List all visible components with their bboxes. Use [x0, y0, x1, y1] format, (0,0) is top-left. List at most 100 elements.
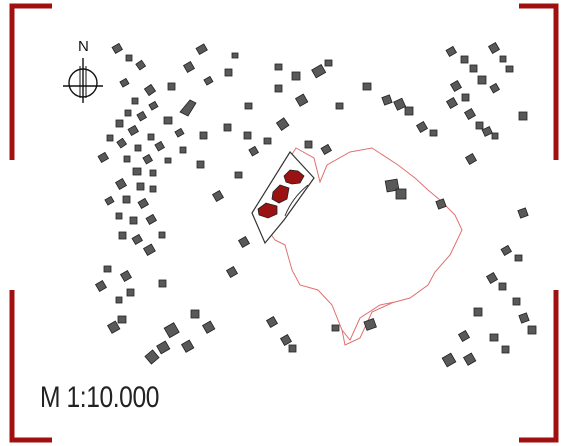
building — [106, 134, 114, 142]
building — [498, 282, 507, 291]
building — [463, 107, 477, 121]
building — [125, 54, 133, 62]
building — [195, 43, 208, 56]
building — [279, 333, 293, 347]
building — [481, 126, 493, 137]
building — [129, 216, 138, 225]
building — [393, 97, 407, 111]
building — [115, 296, 123, 304]
building — [180, 339, 195, 353]
building — [381, 94, 393, 106]
building — [263, 137, 272, 145]
building — [114, 177, 128, 191]
building — [211, 189, 225, 203]
building — [124, 109, 132, 117]
building — [164, 157, 172, 164]
project-plot-inner-curve — [284, 184, 309, 217]
building — [142, 243, 156, 257]
building — [473, 307, 483, 317]
building — [174, 127, 185, 138]
building — [136, 110, 148, 122]
building — [225, 265, 239, 279]
building — [156, 340, 171, 355]
building — [201, 320, 216, 334]
building — [517, 207, 529, 219]
building — [505, 65, 514, 73]
building — [94, 279, 108, 293]
building — [223, 123, 232, 132]
frame-bracket-bottom-left — [9, 290, 52, 443]
building — [137, 197, 150, 210]
building — [136, 182, 145, 191]
building — [499, 55, 507, 63]
building — [190, 309, 200, 319]
north-arrow: N — [63, 38, 103, 103]
building — [362, 82, 372, 91]
frame-bracket-top-left — [9, 3, 52, 160]
building — [111, 42, 124, 55]
building — [500, 244, 513, 257]
building — [445, 96, 459, 110]
building — [131, 97, 139, 105]
building — [106, 320, 121, 334]
building — [148, 100, 159, 111]
building — [384, 178, 400, 193]
building — [469, 64, 478, 73]
highlighted-building — [257, 202, 278, 219]
building — [118, 231, 127, 240]
building — [132, 167, 142, 176]
building — [514, 254, 523, 262]
site-boundary — [261, 147, 463, 346]
building — [149, 185, 157, 193]
building — [395, 188, 407, 200]
building — [291, 71, 301, 81]
building — [449, 79, 463, 93]
building — [122, 195, 131, 204]
building — [243, 131, 252, 140]
scale-label: M 1:10.000 — [40, 381, 159, 414]
building — [147, 133, 155, 141]
building — [196, 160, 205, 169]
building — [179, 146, 187, 154]
highlighted-building — [271, 184, 290, 204]
building — [143, 83, 157, 97]
frame-brackets — [9, 3, 559, 443]
building — [275, 117, 290, 131]
building — [135, 59, 147, 71]
building — [475, 121, 484, 130]
building — [311, 63, 327, 79]
building — [104, 195, 115, 206]
building — [331, 324, 340, 332]
building — [274, 84, 283, 93]
building — [163, 116, 173, 125]
building — [97, 151, 110, 164]
building — [224, 68, 233, 77]
building — [429, 129, 438, 137]
building — [462, 352, 477, 366]
building — [115, 212, 123, 220]
building — [116, 137, 128, 149]
building — [441, 352, 457, 368]
building — [158, 279, 167, 288]
building — [167, 82, 176, 91]
building — [231, 52, 239, 59]
building — [234, 171, 243, 179]
building — [119, 77, 130, 88]
building — [142, 153, 154, 165]
building — [127, 124, 140, 137]
building — [477, 75, 487, 85]
building — [485, 271, 499, 285]
building — [126, 288, 135, 297]
building — [117, 315, 127, 324]
building — [460, 55, 469, 64]
building — [518, 312, 530, 324]
building — [415, 120, 429, 134]
building — [158, 231, 166, 239]
building — [501, 345, 510, 354]
building — [489, 333, 499, 342]
frame-bracket-top-right — [519, 3, 559, 160]
building — [154, 140, 166, 152]
building — [435, 198, 447, 210]
building — [145, 213, 158, 226]
